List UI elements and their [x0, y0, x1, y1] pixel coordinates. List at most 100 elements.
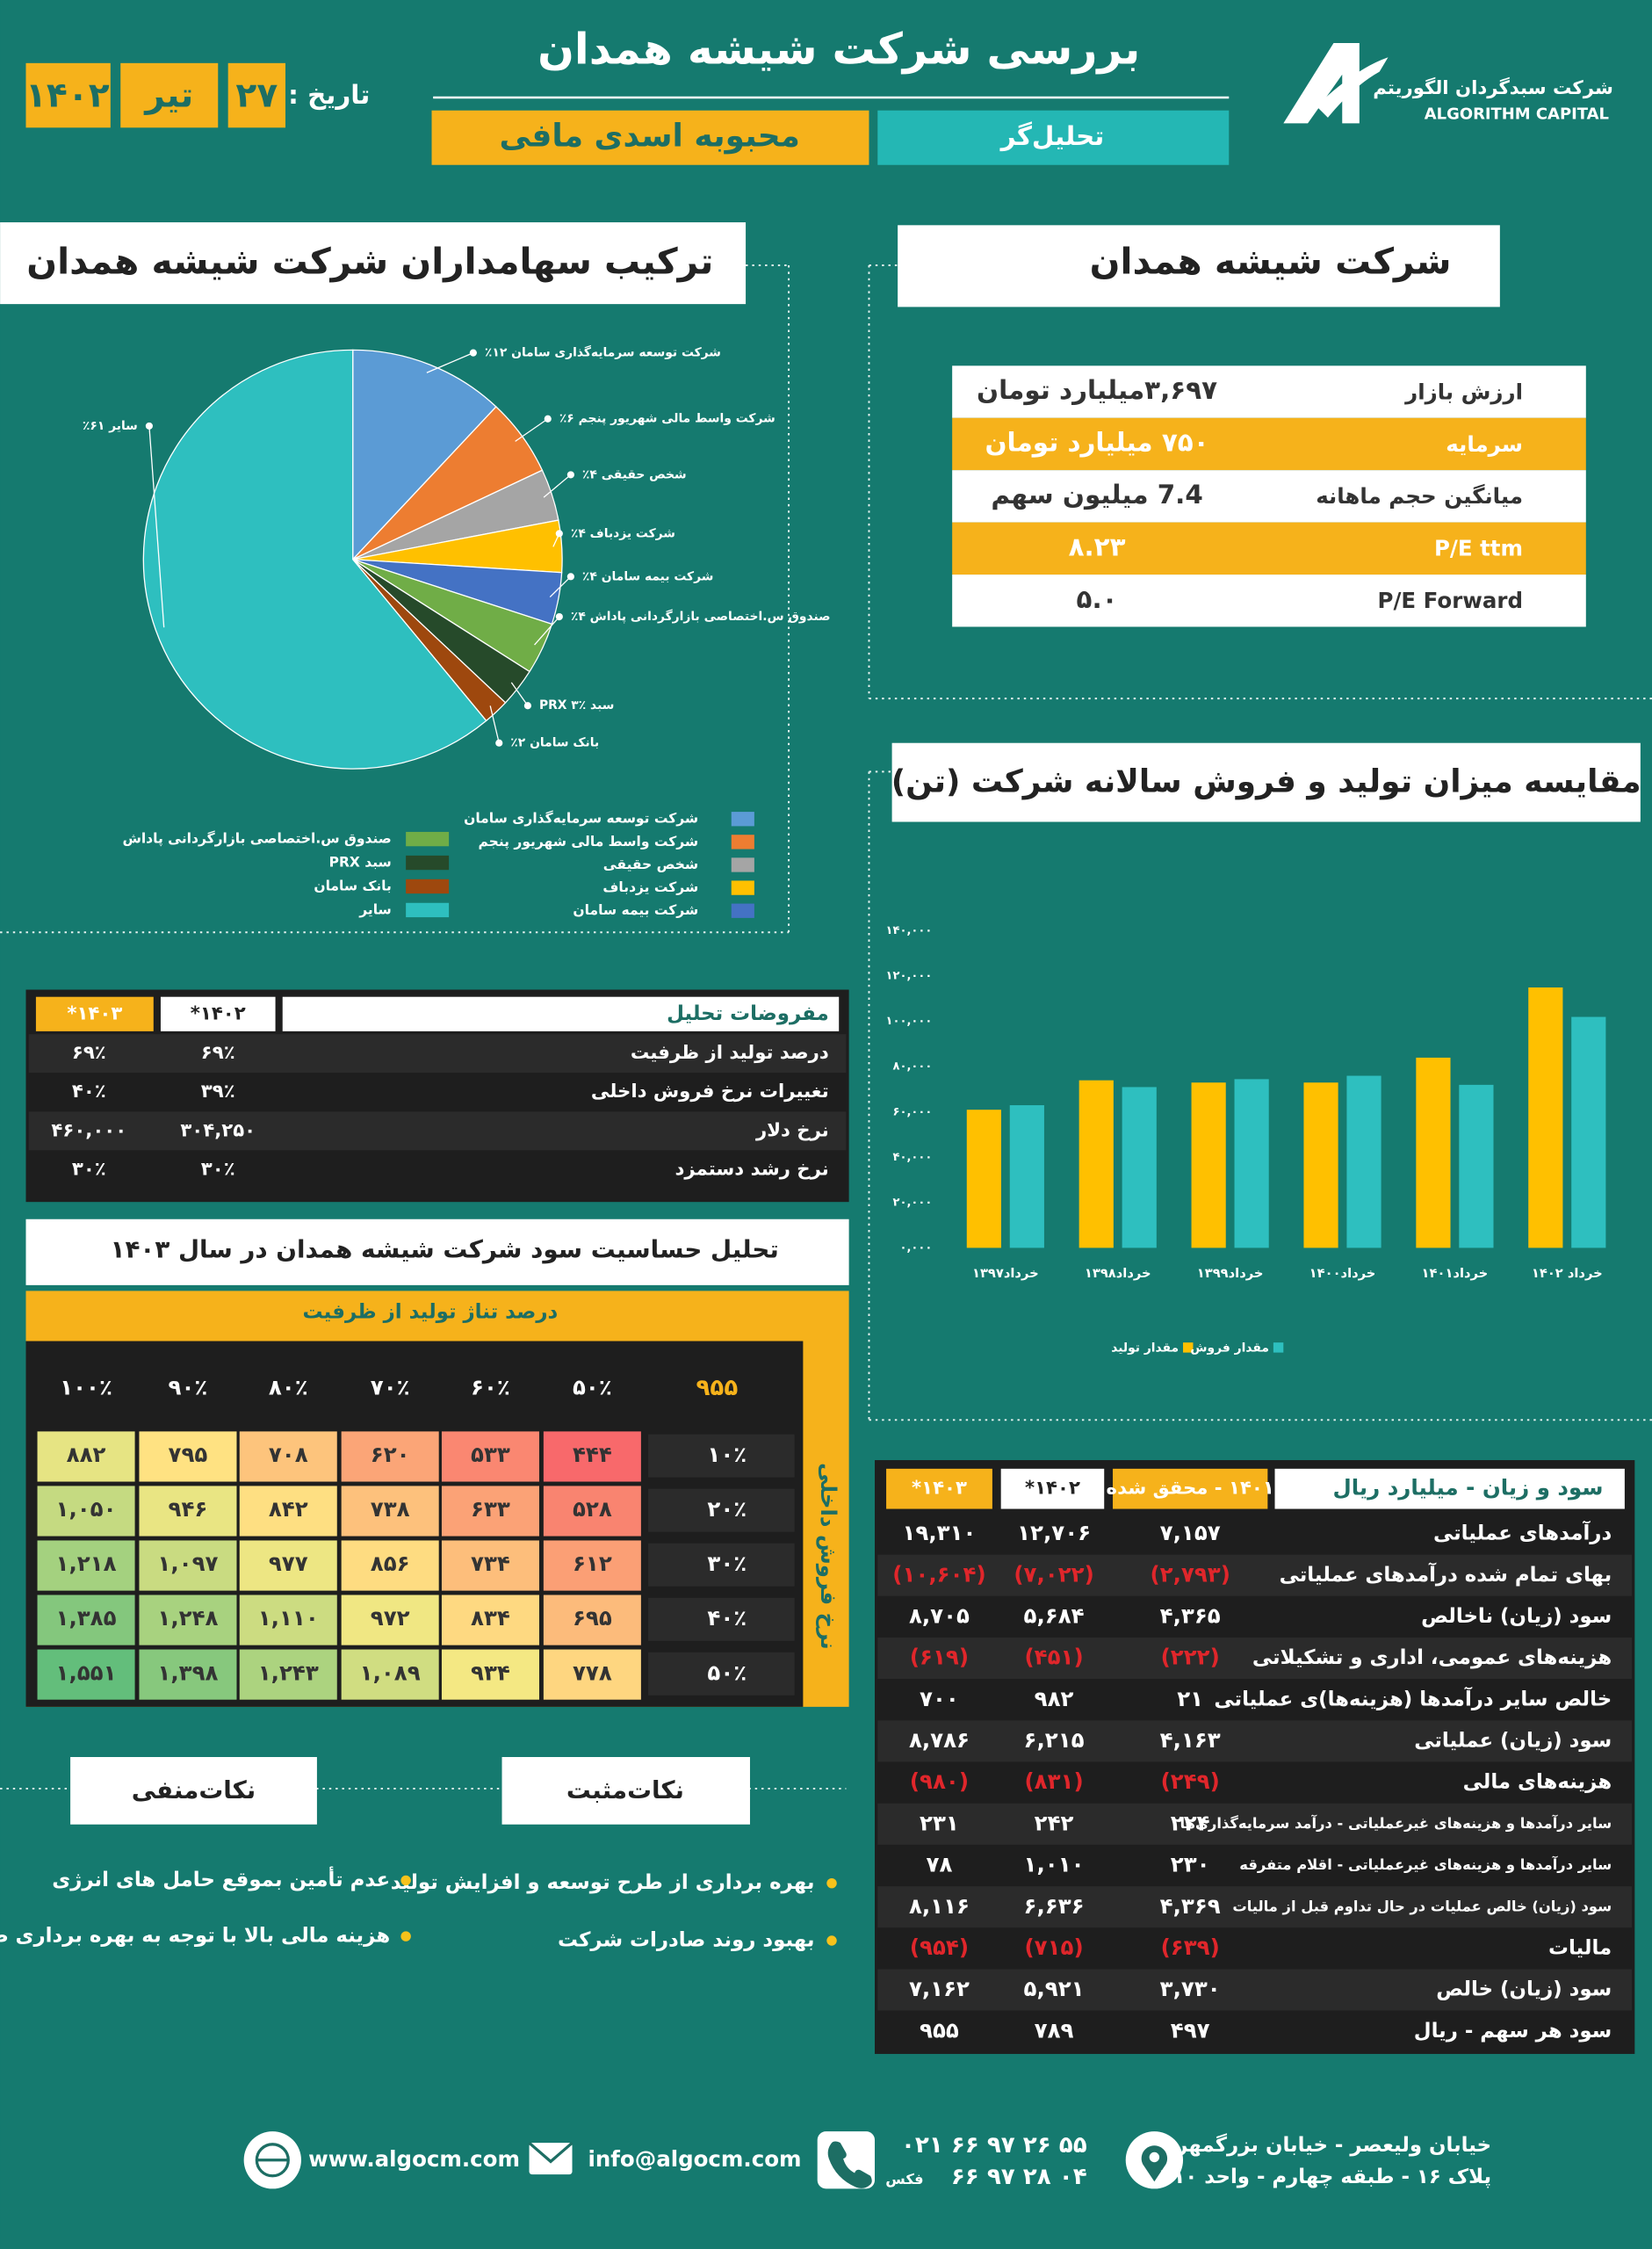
income-value: ۹۸۲ [1035, 1686, 1074, 1711]
heat-value: ۸۴۲ [269, 1496, 308, 1522]
income-row [877, 1637, 1633, 1680]
sensitivity-corner: ۹۵۵ [696, 1375, 739, 1401]
legend-swatch [731, 903, 754, 918]
logo-mark [1283, 42, 1360, 124]
income-value: ۱۲,۷۰۶ [1017, 1520, 1091, 1545]
sensitivity-col: ۵۰٪ [573, 1374, 612, 1399]
leader-line [489, 705, 500, 743]
fax: ۶۶ ۹۷ ۲۸ ۰۴ [951, 2164, 1087, 2190]
analyst-label-box [877, 110, 1230, 165]
income-value: ۸,۷۰۵ [909, 1602, 970, 1628]
heat-cell [239, 1486, 337, 1537]
sensitivity-row: ۲۰٪ [707, 1496, 747, 1522]
heat-value: ۹۳۴ [471, 1660, 510, 1685]
income-row [877, 1679, 1633, 1721]
income-value: ۷,۱۵۷ [1160, 1520, 1221, 1545]
income-label: هزینه‌های مالی [1463, 1771, 1612, 1794]
website: www.algocm.com [308, 2146, 520, 2172]
x-tick-label: خرداد۱۳۹۹ [1197, 1266, 1264, 1281]
heat-cell [239, 1649, 337, 1700]
company-value: ۸.۲۳ [1069, 532, 1126, 562]
sensitivity-col: ۹۰٪ [169, 1374, 208, 1399]
assumptions-col: ۱۴۰۲* [191, 1002, 246, 1024]
positive-title-box [501, 1757, 750, 1825]
heat-cell [239, 1595, 337, 1645]
bar [1009, 1105, 1044, 1248]
pie-label-name: شرکت بیمه سامان [602, 569, 714, 583]
note-item: بهبود روند صادرات شرکت [558, 1928, 814, 1951]
leader-dot [555, 612, 563, 621]
pie-label-value: ۴٪ [571, 526, 586, 540]
sensitivity-row-axis: نرخ فروش داخلی [816, 1463, 841, 1650]
legend-swatch [406, 831, 450, 847]
company-row [952, 522, 1586, 575]
leader-dot [544, 415, 552, 423]
assumptions-col-box [160, 996, 276, 1031]
legend-label: سبد PRX [329, 855, 392, 871]
heat-cell [239, 1540, 337, 1591]
income-col: ۱۴۰۳* [912, 1478, 967, 1500]
assumptions-col-box [35, 996, 154, 1031]
sensitivity-row-box [648, 1543, 795, 1587]
income-row [877, 1844, 1633, 1887]
assumptions-row [28, 1111, 847, 1151]
heat-value: ۱,۲۴۳ [258, 1660, 319, 1685]
assumptions-label: نرخ رشد دستمزد [675, 1158, 828, 1180]
page-title: بررسی شرکت شیشه همدان [537, 24, 1140, 74]
pie-label-value: ۶٪ [559, 412, 574, 426]
heat-value: ۹۷۷ [269, 1551, 308, 1576]
bar [1303, 1082, 1338, 1248]
positive-title: نکات‌مثبت [566, 1775, 684, 1804]
leader-dot [523, 702, 531, 710]
leader-line [549, 575, 572, 598]
income-value: ۷۸ [927, 1852, 953, 1877]
y-tick-label: ۱۰۰,۰۰۰ [886, 1015, 933, 1028]
income-value: ۵,۹۲۱ [1024, 1976, 1085, 2001]
heat-cell [139, 1649, 237, 1700]
income-value: ۸,۷۸۶ [909, 1727, 970, 1753]
income-value: ۴,۳۶۵ [1160, 1602, 1221, 1628]
assumptions-value: ۶۹٪ [72, 1042, 106, 1064]
heat-value: ۸۵۶ [371, 1551, 410, 1576]
legend-label: شرکت بیمه سامان [573, 902, 698, 918]
date-day: ۲۷ [235, 76, 278, 116]
pie-label-value: ۱۲٪ [485, 346, 508, 360]
heat-value: ۱,۰۵۰ [56, 1496, 117, 1522]
company-label: P/E ttm [1434, 536, 1523, 561]
pie-label: شرکت یزدباف ۴٪ [571, 526, 675, 540]
income-value: (۲۴۹) [1161, 1768, 1220, 1794]
heat-cell [441, 1486, 539, 1537]
mail-icon-flap [528, 2141, 574, 2164]
logo-fa: شرکت سبدگردان الگوریتم [1373, 76, 1613, 99]
sensitivity-title: تحلیل حساسیت سود شرکت شیشه همدان در سال … [111, 1235, 779, 1264]
heat-cell [543, 1595, 641, 1645]
pie-label-name: بانک سامان [530, 736, 599, 750]
legend-label: مقدار تولید [1111, 1341, 1179, 1356]
pie-label: سبد PRX ۳٪ [539, 698, 614, 712]
heat-value: ۶۳۳ [471, 1496, 510, 1522]
leader-line [515, 418, 549, 442]
y-tick-label: ۰,۰۰۰ [900, 1241, 933, 1255]
income-row [877, 1886, 1633, 1928]
heat-value: ۱,۰۹۷ [157, 1551, 218, 1576]
heat-value: ۱,۲۴۸ [157, 1605, 218, 1631]
heat-cell [543, 1431, 641, 1482]
heat-value: ۱,۵۵۱ [56, 1660, 117, 1685]
leader-line [510, 682, 529, 706]
income-row [877, 1513, 1633, 1555]
sensitivity-row-box [648, 1434, 795, 1478]
income-row [877, 1554, 1633, 1596]
income-value: ۱۹,۳۱۰ [902, 1520, 976, 1545]
company-label: میانگین حجم ماهانه [1316, 483, 1523, 509]
income-value: (۷,۰۲۲) [1014, 1561, 1093, 1587]
note-item: عدم تأمین بموقع حامل های انرژی [52, 1865, 390, 1891]
leader-line [534, 616, 560, 646]
income-row [877, 1969, 1633, 2011]
assumptions-title-box [282, 996, 840, 1031]
pie-label: بانک سامان ۲٪ [510, 736, 599, 750]
legend-label: مقدار فروش [1190, 1341, 1269, 1356]
pie-label-name: شرکت یزدباف [590, 526, 675, 540]
income-value: ۱,۰۱۰ [1024, 1852, 1085, 1877]
legend-swatch [406, 855, 450, 871]
heat-cell [441, 1431, 539, 1482]
